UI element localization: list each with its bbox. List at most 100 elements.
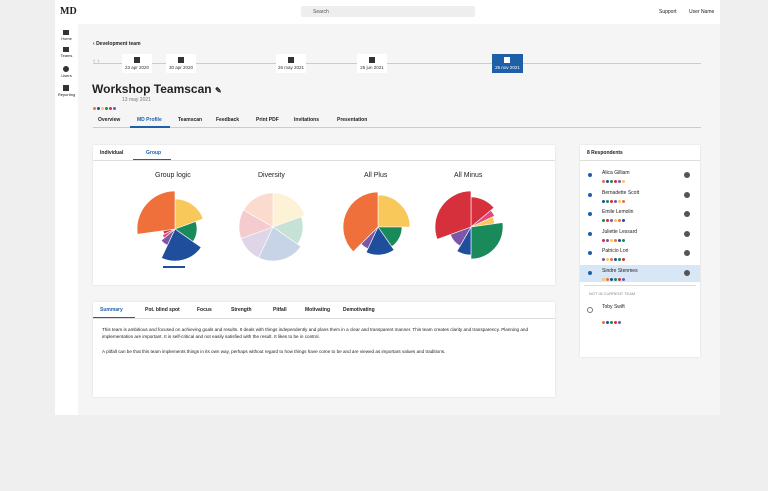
card-tab[interactable]: Motivating [305,307,330,313]
timeline-item[interactable]: 30 apr 2020 [166,54,196,73]
pie-slice [272,192,306,228]
icon [178,57,184,63]
tab[interactable]: Overview [98,117,121,123]
tab-active[interactable]: MD Profile [137,117,162,123]
color-dots [602,275,626,281]
edit-icon[interactable]: ✎ [214,86,222,95]
card-tab[interactable]: Strength [231,307,252,313]
tab[interactable]: Feedback [216,117,240,123]
respondent-row[interactable]: Patricio Lori [580,245,700,262]
card-tab[interactable]: Pitfall [273,307,287,313]
chart-title: Diversity [258,172,285,179]
card-tab[interactable]: Individual [100,150,124,156]
color-dots [602,177,626,183]
icon [134,57,140,63]
timeline-date: 23 apr 2020 [124,65,150,70]
icon [504,57,510,63]
charts [136,190,504,268]
legend-bar [163,266,185,268]
respondent-name: Emile Lemolin [602,209,634,215]
pie-slice [160,228,176,246]
timeline-item[interactable]: 25 nov 2021 [492,54,523,73]
page-date: 13 may 2021 [122,97,151,103]
icon[interactable] [684,211,690,217]
respondent-row[interactable]: Emile Lemolin [580,206,700,223]
divider [93,160,555,161]
chart-card: Individual Group Group logic Diversity A… [93,145,555,285]
icon [63,85,69,91]
timeline-item[interactable]: 25 jun 2021 [357,54,387,73]
respondent-row[interactable]: Sindre Stenmes [580,264,700,282]
timeline-date: 25 jun 2021 [360,65,384,70]
pie-slice [342,191,379,253]
pie-slice [174,198,204,230]
color-dots [602,216,626,222]
nav-item[interactable]: Home [61,36,72,41]
icon [63,30,69,35]
tab[interactable]: Presentation [337,117,368,123]
nav-item[interactable]: Reporting [57,92,76,97]
icon[interactable] [684,250,690,256]
timeline-item[interactable]: 23 apr 2020 [122,54,152,73]
icon [288,57,294,63]
icon[interactable] [684,269,690,276]
title-text: Workshop Teamscan [92,82,212,96]
icon [369,57,375,63]
user-menu[interactable]: User Name [689,9,715,15]
nav-item[interactable]: Teams [60,53,73,58]
active-underline [130,126,170,128]
search-box[interactable]: Search [301,6,475,17]
card-tab[interactable]: Demotivating [343,307,375,313]
respondent-row[interactable]: Bernadette Scott [580,187,700,204]
color-dots [93,97,117,115]
tab[interactable]: Teamscan [178,117,203,123]
logo[interactable]: MD [60,6,77,17]
chart-title: Group logic [155,172,191,179]
respondent-name[interactable]: Toby Swift [602,304,625,310]
card-tab-active[interactable]: Summary [100,307,123,313]
topbar: MD Search Support User Name [55,0,720,24]
timeline-nav[interactable]: ‹ › [93,58,100,65]
chart-title: All Minus [454,172,483,179]
divider [580,160,700,161]
radio [588,251,592,255]
timeline-line [93,63,701,64]
summary-text: This team is ambitious and focused on ac… [102,327,529,339]
respondent-name: Sindre Stenmes [602,267,638,274]
respondents-title: 8 Respondents [587,150,623,156]
support-link[interactable]: Support [659,9,677,15]
pie-slice [243,192,274,228]
respondent-row[interactable]: Alica Gilliam [580,167,700,184]
card-tab-active[interactable]: Group [146,150,161,156]
pie-slice [161,228,176,239]
pie-slice [470,209,495,228]
respondent-row[interactable]: Juliette Lessard [580,226,700,243]
icon[interactable] [684,172,690,178]
icon[interactable] [684,230,690,237]
respondent-name: Patricio Lori [602,248,629,254]
tab[interactable]: Print PDF [256,117,279,123]
summary-card: Summary Pot. blind spot Focus Strength Pitfa… [93,302,555,397]
chart-title: All Plus [364,172,388,179]
section-label: NOT IN CURRENT TEAM [589,291,636,296]
nav-item[interactable]: Users [61,73,72,78]
timeline-date: 25 nov 2021 [495,65,520,70]
color-dots [602,236,626,242]
timeline-item[interactable]: 26 may 2021 [276,54,306,73]
card-tab[interactable]: Pot. blind spot [145,307,180,313]
radio [588,173,592,177]
pie-slice [377,194,411,228]
back-link[interactable]: ‹ Development team [93,41,141,47]
radio[interactable] [587,307,593,313]
tab[interactable]: Invitations [294,117,320,123]
divider [584,285,696,286]
card-tab[interactable]: Focus [197,307,212,313]
respondent-name: Juliette Lessard [602,228,638,235]
respondent-name: Bernadette Scott [602,189,640,196]
respondents-card: 8 Respondents Alica Gilliam Bernadette S… [580,145,700,357]
radio [588,270,592,275]
icon [63,66,69,72]
pie-slice [365,226,395,256]
pie-slice [456,225,472,256]
icon[interactable] [684,191,690,198]
